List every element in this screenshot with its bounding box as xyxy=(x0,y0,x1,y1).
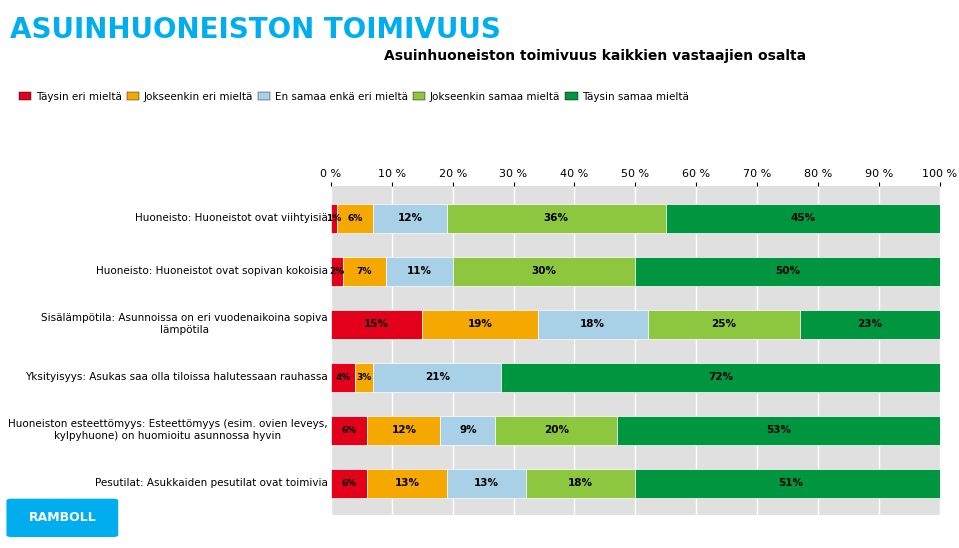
FancyBboxPatch shape xyxy=(7,499,118,537)
Text: 30%: 30% xyxy=(531,266,556,276)
Text: 23%: 23% xyxy=(857,319,882,329)
Bar xyxy=(635,469,946,498)
Bar xyxy=(337,203,373,233)
Bar xyxy=(331,203,337,233)
Text: 19%: 19% xyxy=(468,319,493,329)
Legend: Täysin eri mieltä, Jokseenkin eri mieltä, En samaa enkä eri mieltä, Jokseenkin s: Täysin eri mieltä, Jokseenkin eri mieltä… xyxy=(14,88,692,106)
Bar xyxy=(331,363,355,392)
Text: 72%: 72% xyxy=(708,372,733,383)
Text: 50%: 50% xyxy=(775,266,800,276)
Bar xyxy=(386,256,453,286)
Text: 11%: 11% xyxy=(407,266,432,276)
Text: 12%: 12% xyxy=(398,213,423,223)
Text: ASUINHUONEISTON TOIMIVUUS: ASUINHUONEISTON TOIMIVUUS xyxy=(10,16,501,44)
Text: 6%: 6% xyxy=(341,479,357,488)
Bar xyxy=(666,203,940,233)
Bar xyxy=(495,416,617,445)
Bar xyxy=(502,363,940,392)
Bar xyxy=(331,416,367,445)
Bar xyxy=(343,256,386,286)
Bar xyxy=(331,310,422,339)
Text: 45%: 45% xyxy=(790,213,815,223)
Bar xyxy=(331,469,367,498)
Text: RAMBOLL: RAMBOLL xyxy=(29,511,96,524)
Bar xyxy=(453,256,635,286)
Bar xyxy=(367,469,447,498)
Bar xyxy=(422,310,538,339)
Text: Pesutilat: Asukkaiden pesutilat ovat toimivia: Pesutilat: Asukkaiden pesutilat ovat toi… xyxy=(95,478,328,488)
Text: Huoneisto: Huoneistot ovat viihtyisiä: Huoneisto: Huoneistot ovat viihtyisiä xyxy=(135,213,328,223)
Text: 7%: 7% xyxy=(357,267,372,276)
Text: 51%: 51% xyxy=(778,478,803,488)
Bar xyxy=(800,310,940,339)
Text: 2%: 2% xyxy=(329,267,344,276)
Text: 18%: 18% xyxy=(568,478,593,488)
Bar xyxy=(635,256,940,286)
Bar xyxy=(538,310,647,339)
Text: 20%: 20% xyxy=(544,425,569,435)
Text: Asuinhuoneiston toimivuus kaikkien vastaajien osalta: Asuinhuoneiston toimivuus kaikkien vasta… xyxy=(384,49,806,64)
Text: 1%: 1% xyxy=(326,214,341,222)
Text: 21%: 21% xyxy=(425,372,450,383)
Text: Huoneiston esteettömyys: Esteettömyys (esim. ovien leveys,
kylpyhuone) on huomio: Huoneiston esteettömyys: Esteettömyys (e… xyxy=(9,419,328,441)
Text: 9%: 9% xyxy=(459,425,477,435)
Bar xyxy=(373,363,502,392)
Text: Sisälämpötila: Asunnoissa on eri vuodenaikoina sopiva
lämpötila: Sisälämpötila: Asunnoissa on eri vuodena… xyxy=(41,313,328,335)
Bar xyxy=(617,416,940,445)
Text: 13%: 13% xyxy=(474,478,499,488)
Text: 6%: 6% xyxy=(347,214,363,222)
Text: 36%: 36% xyxy=(544,213,569,223)
Text: 13%: 13% xyxy=(394,478,419,488)
Bar xyxy=(440,416,495,445)
Bar xyxy=(355,363,373,392)
Text: 15%: 15% xyxy=(364,319,389,329)
Text: 53%: 53% xyxy=(766,425,791,435)
Text: 4%: 4% xyxy=(336,373,351,382)
Bar xyxy=(526,469,635,498)
Text: 12%: 12% xyxy=(391,425,416,435)
Bar xyxy=(367,416,440,445)
Bar xyxy=(447,203,666,233)
Text: Yksityisyys: Asukas saa olla tiloissa halutessaan rauhassa: Yksityisyys: Asukas saa olla tiloissa ha… xyxy=(25,372,328,383)
Text: 25%: 25% xyxy=(712,319,737,329)
Text: 6%: 6% xyxy=(341,426,357,435)
Bar xyxy=(373,203,447,233)
Bar xyxy=(331,256,343,286)
Bar xyxy=(647,310,800,339)
Text: Huoneisto: Huoneistot ovat sopivan kokoisia: Huoneisto: Huoneistot ovat sopivan kokoi… xyxy=(96,266,328,276)
Text: 18%: 18% xyxy=(580,319,605,329)
Bar xyxy=(447,469,526,498)
Text: 3%: 3% xyxy=(357,373,372,382)
